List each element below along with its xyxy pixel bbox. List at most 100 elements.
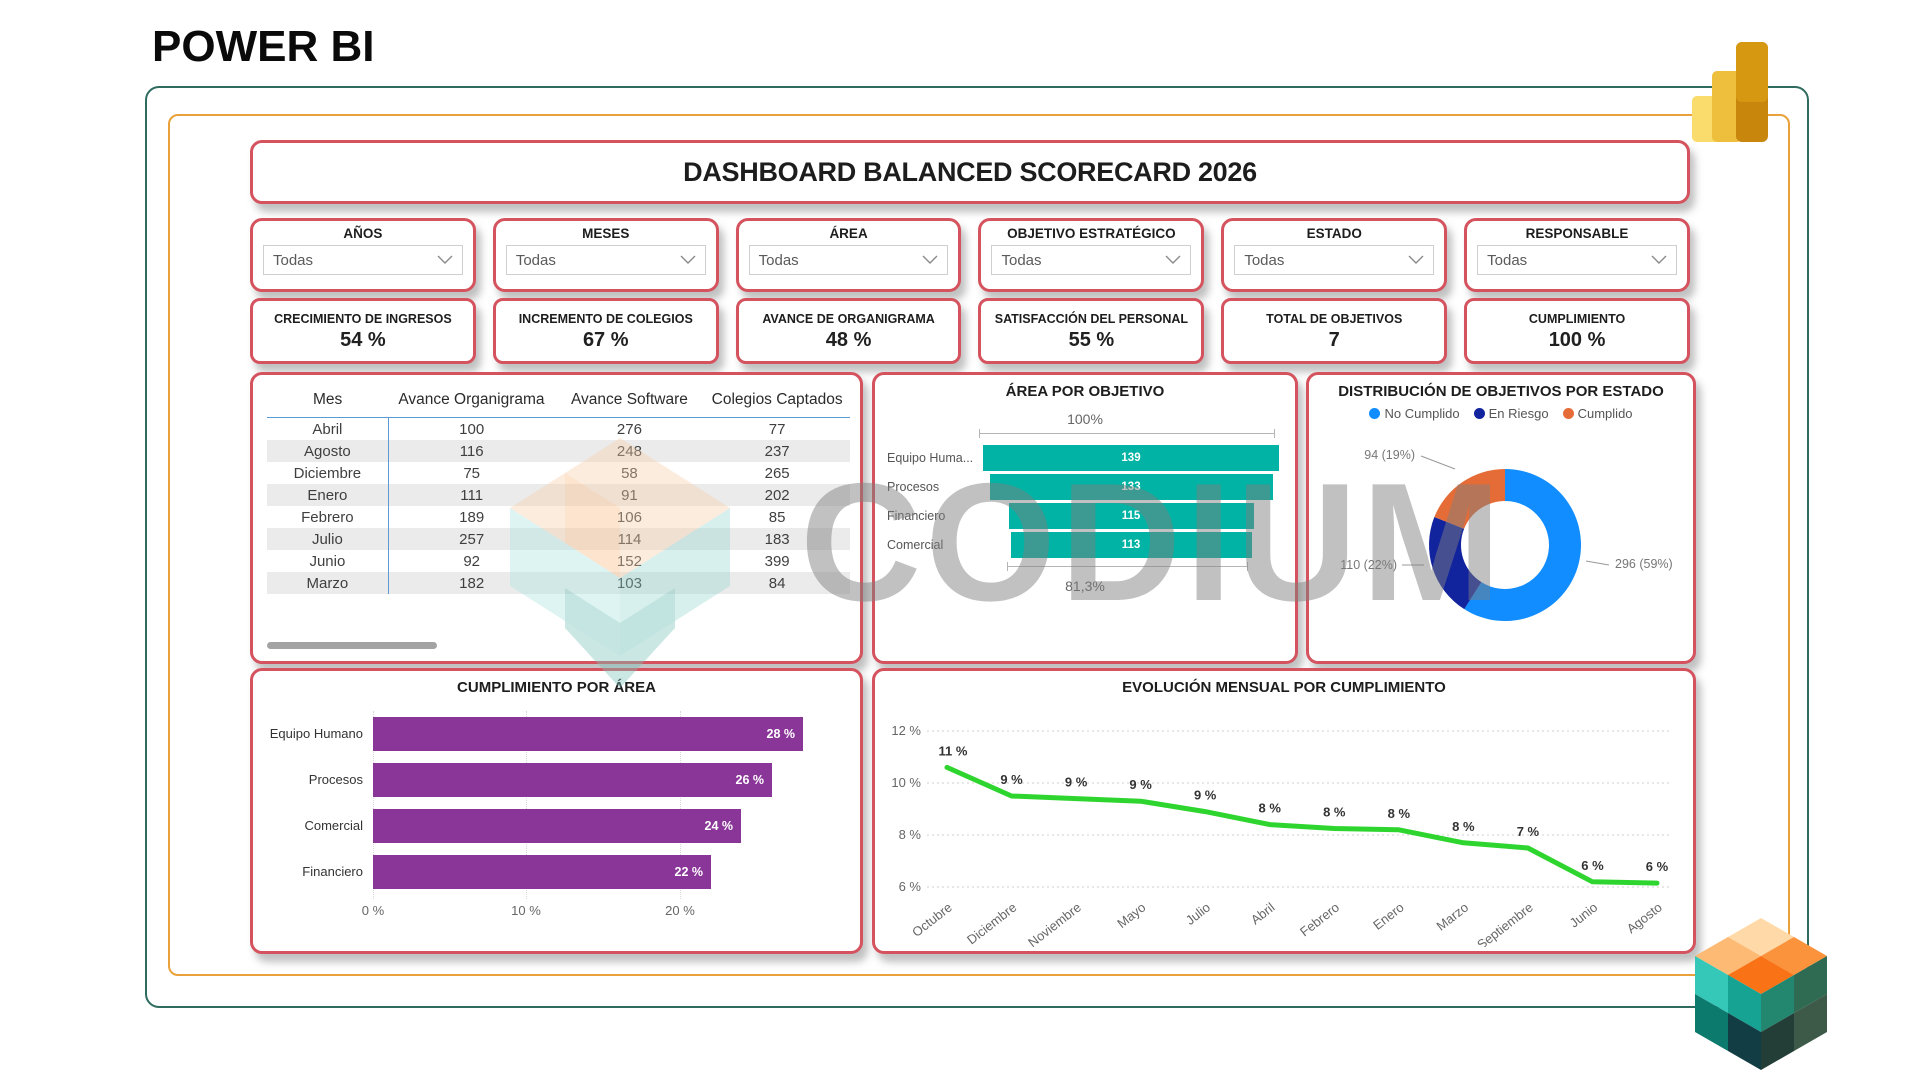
- filter-label: ÁREA: [829, 226, 868, 241]
- x-axis-tick-label[interactable]: Febrero: [1297, 900, 1342, 940]
- callout-line: [1420, 455, 1456, 470]
- donut-slice[interactable]: [1434, 469, 1505, 529]
- kpi-row: CRECIMIENTO DE INGRESOS 54 % INCREMENTO …: [250, 298, 1690, 364]
- x-axis-tick-label[interactable]: Diciembre: [964, 900, 1019, 947]
- table-column-header[interactable]: Avance Organigrama: [388, 385, 555, 418]
- funnel-chart-card: ÁREA POR OBJETIVO 100% Equipo Huma... 139…: [872, 372, 1298, 664]
- kpi-label: INCREMENTO DE COLEGIOS: [518, 312, 693, 326]
- bar[interactable]: 26 %: [373, 763, 772, 797]
- filter-dropdown-estado[interactable]: Todas: [1234, 245, 1435, 275]
- chart-title: ÁREA POR OBJETIVO: [1005, 383, 1165, 400]
- table-cell: 75: [463, 464, 481, 482]
- kpi-label: TOTAL DE OBJETIVOS: [1266, 312, 1403, 326]
- bar-category-label: Comercial: [304, 818, 363, 833]
- legend-item[interactable]: No Cumplido: [1369, 406, 1460, 421]
- chevron-down-icon: [1651, 255, 1667, 265]
- outer-frame: [145, 86, 1809, 1008]
- kpi-label: AVANCE DE ORGANIGRAMA: [762, 312, 935, 326]
- bar[interactable]: 22 %: [373, 855, 711, 889]
- filter-card-responsable: RESPONSABLE Todas: [1464, 218, 1690, 292]
- x-axis-tick-label[interactable]: Agosto: [1624, 900, 1665, 937]
- y-axis-tick-label: 10 %: [891, 775, 921, 790]
- kpi-value: 67 %: [582, 329, 629, 351]
- funnel-bar[interactable]: 133: [989, 474, 1273, 500]
- page-title: POWER BI: [152, 22, 375, 71]
- donut-slice[interactable]: [1429, 517, 1482, 610]
- funnel-bar[interactable]: 139: [983, 445, 1279, 471]
- funnel-bar-row: Equipo Huma... 139: [887, 445, 1283, 471]
- filter-dropdown-responsable[interactable]: Todas: [1477, 245, 1677, 275]
- kpi-card-crecimiento-ingresos: CRECIMIENTO DE INGRESOS 54 %: [250, 298, 476, 364]
- table-row: Abril 100 276 77: [267, 417, 850, 440]
- funnel-bar-value: 139: [1121, 452, 1141, 464]
- x-axis-tick-label[interactable]: Enero: [1370, 900, 1407, 933]
- kpi-card-avance-organigrama: AVANCE DE ORGANIGRAMA 48 %: [735, 298, 962, 364]
- table-cell: 77: [768, 420, 786, 438]
- x-axis-tick-label[interactable]: Abril: [1248, 899, 1278, 927]
- filter-dropdown-objetivo-estrategico[interactable]: Todas: [991, 245, 1192, 275]
- x-axis-tick-label[interactable]: Octubre: [909, 900, 955, 940]
- x-axis-tick-label[interactable]: Marzo: [1434, 900, 1472, 934]
- table-cell: 202: [764, 486, 790, 504]
- x-axis-tick-label[interactable]: Junio: [1567, 900, 1601, 931]
- data-point-label: 9 %: [1129, 777, 1152, 792]
- chevron-down-icon: [437, 255, 453, 265]
- cube-logo-icon: [1695, 918, 1827, 1070]
- data-point-label: 11 %: [939, 743, 968, 758]
- filter-label: RESPONSABLE: [1525, 226, 1629, 241]
- filter-dropdown-anos[interactable]: Todas: [263, 245, 463, 275]
- filter-dropdown-meses[interactable]: Todas: [505, 245, 706, 275]
- funnel-bar-value: 113: [1121, 539, 1141, 551]
- table-row: Enero 111 91 202: [267, 484, 850, 506]
- table-column-header[interactable]: Colegios Captados: [704, 385, 850, 418]
- table-cell: 183: [764, 530, 790, 548]
- funnel-bottom-bracket: [1006, 562, 1248, 572]
- filter-dropdown-area[interactable]: Todas: [748, 245, 949, 275]
- x-axis-tick-label[interactable]: Mayo: [1114, 900, 1148, 931]
- bar-row: Comercial 24 %: [304, 809, 741, 843]
- callout-line: [1585, 560, 1610, 566]
- donut-slice[interactable]: [1464, 469, 1581, 621]
- funnel-bar[interactable]: 115: [1008, 503, 1254, 529]
- line-series[interactable]: [944, 764, 1660, 886]
- y-axis-tick-label: 8 %: [899, 827, 922, 842]
- bar-row: Equipo Humano 28 %: [270, 717, 803, 751]
- x-axis-tick-label[interactable]: Julio: [1183, 900, 1213, 928]
- gridline: [526, 711, 527, 899]
- bar[interactable]: 24 %: [373, 809, 741, 843]
- bar-row: Financiero 22 %: [302, 855, 711, 889]
- donut-callout-label: 94 (19%): [1364, 448, 1415, 462]
- legend-dot-icon: [1369, 408, 1381, 419]
- data-point-label: 9 %: [1000, 772, 1023, 787]
- kpi-card-incremento-colegios: INCREMENTO DE COLEGIOS 67 %: [492, 298, 719, 364]
- bar-category-label: Equipo Humano: [269, 726, 363, 741]
- data-point-label: 6 %: [1646, 859, 1669, 874]
- legend-item[interactable]: Cumplido: [1562, 406, 1633, 421]
- filter-selected-value: Todas: [273, 251, 314, 269]
- y-axis-tick-label: 12 %: [891, 723, 921, 738]
- kpi-label: CRECIMIENTO DE INGRESOS: [274, 312, 452, 326]
- table-row: Agosto 116 248 237: [267, 440, 850, 462]
- table-cell: 114: [617, 530, 642, 548]
- kpi-value: 54 %: [340, 329, 386, 351]
- gridline: [680, 711, 681, 899]
- horizontal-scrollbar[interactable]: [267, 642, 437, 649]
- table-cell: Marzo: [267, 572, 389, 594]
- funnel-bar[interactable]: 113: [1010, 532, 1252, 558]
- chart-title: CUMPLIMIENTO POR ÁREA: [457, 679, 656, 696]
- x-axis-tick-label[interactable]: Septiembre: [1474, 900, 1536, 947]
- filters-row: AÑOS Todas MESES Todas ÁREA Todas OBJETI…: [250, 218, 1690, 292]
- filter-card-meses: MESES Todas: [492, 218, 719, 292]
- filter-card-area: ÁREA Todas: [735, 218, 962, 292]
- legend-item[interactable]: En Riesgo: [1473, 406, 1549, 421]
- filter-card-anos: AÑOS Todas: [250, 218, 476, 292]
- line-chart-card: EVOLUCIÓN MENSUAL POR CUMPLIMIENTO 12 % 1…: [872, 668, 1696, 954]
- table-cell: 189: [459, 508, 485, 526]
- funnel-category-label: Procesos: [887, 480, 940, 494]
- table-column-header[interactable]: Mes: [267, 385, 389, 418]
- x-axis-tick-label: 20 %: [665, 903, 695, 918]
- table-column-header[interactable]: Avance Software: [554, 385, 705, 418]
- filter-label: MESES: [582, 226, 630, 241]
- bar[interactable]: 28 %: [373, 717, 803, 751]
- x-axis-tick-label[interactable]: Noviembre: [1025, 900, 1084, 947]
